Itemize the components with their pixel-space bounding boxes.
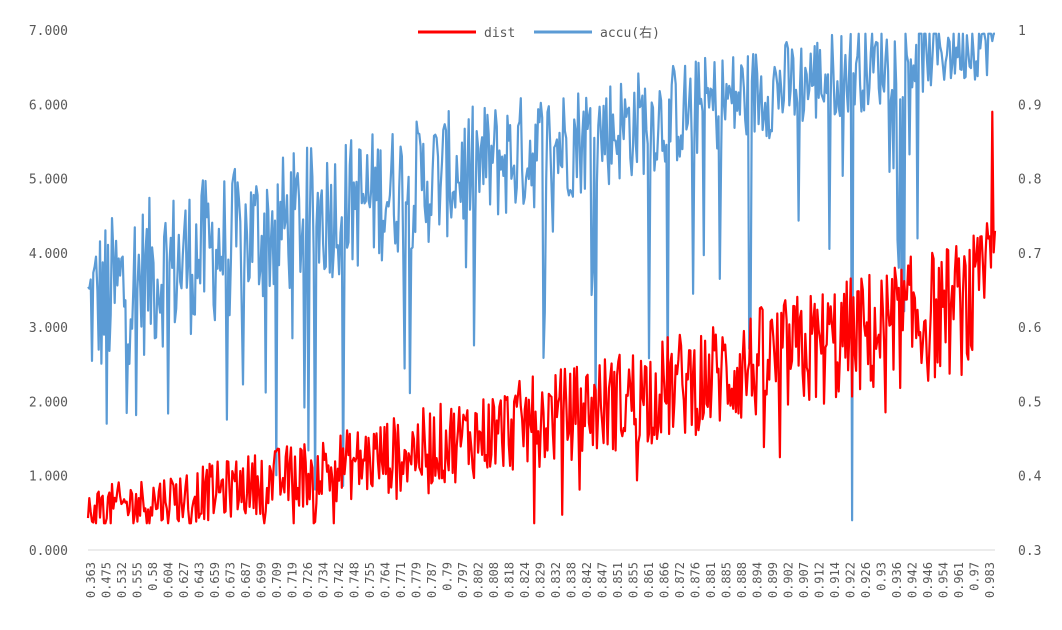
x-tick-label: 0.894 (751, 562, 765, 598)
x-tick-label: 0.764 (379, 562, 393, 598)
y-left-tick-label: 4.000 (29, 247, 68, 262)
x-axis: 0.363 0.475 0.532 0.555 0.58 0.604 0.627 0.643 0… (84, 549, 997, 598)
x-tick-label: 0.802 (472, 562, 486, 598)
y-right-tick-label: 0.7 (1018, 247, 1041, 262)
x-tick-label: 0.363 (84, 562, 98, 598)
x-tick-label: 0.673 (224, 562, 238, 598)
x-tick-label: 0.709 (270, 562, 284, 598)
x-tick-label: 0.604 (162, 562, 176, 598)
y-right-tick-label: 0.3 (1018, 544, 1041, 559)
series-layer (86, 32, 997, 525)
x-tick-label: 0.936 (890, 562, 904, 598)
x-tick-label: 0.627 (177, 562, 191, 598)
x-tick-label: 0.555 (131, 562, 145, 598)
x-tick-label: 0.475 (100, 562, 114, 598)
x-tick-label: 0.847 (596, 562, 610, 598)
x-tick-label: 0.779 (410, 562, 424, 598)
x-tick-label: 0.808 (487, 562, 501, 598)
y-left-tick-label: 1.000 (29, 470, 68, 485)
legend: dist accu(右) (418, 26, 660, 41)
x-tick-label: 0.926 (859, 562, 873, 598)
series-accu-line (87, 32, 995, 522)
x-tick-label: 0.914 (828, 562, 842, 598)
x-tick-label: 0.861 (642, 562, 656, 598)
x-tick-label: 0.726 (301, 562, 315, 598)
x-tick-label: 0.742 (332, 562, 346, 598)
x-tick-label: 0.818 (503, 562, 517, 598)
x-tick-label: 0.954 (937, 562, 951, 598)
x-tick-label: 0.719 (286, 562, 300, 598)
x-tick-label: 0.907 (797, 562, 811, 598)
y-right-tick-label: 1 (1018, 24, 1026, 39)
x-tick-label: 0.755 (363, 562, 377, 598)
x-tick-label: 0.699 (255, 562, 269, 598)
y-right-axis: 0.3 0.4 0.5 0.6 0.7 0.8 0.9 1 (1018, 24, 1042, 559)
x-tick-label: 0.97 (968, 562, 982, 591)
x-tick-label: 0.866 (658, 562, 672, 598)
y-left-tick-label: 5.000 (29, 173, 68, 188)
x-tick-label: 0.842 (580, 562, 594, 598)
y-right-tick-label: 0.4 (1018, 470, 1042, 485)
x-tick-label: 0.829 (534, 562, 548, 598)
x-tick-label: 0.961 (952, 562, 966, 598)
x-tick-label: 0.643 (193, 562, 207, 598)
x-tick-label: 0.881 (704, 562, 718, 598)
y-left-tick-label: 7.000 (29, 24, 68, 39)
x-tick-label: 0.832 (549, 562, 563, 598)
y-left-tick-label: 0.000 (29, 544, 68, 559)
y-left-tick-label: 3.000 (29, 321, 68, 336)
x-tick-label: 0.771 (394, 562, 408, 598)
x-tick-label: 0.659 (208, 562, 222, 598)
x-tick-label: 0.983 (983, 562, 997, 598)
y-right-tick-label: 0.5 (1018, 395, 1041, 410)
x-tick-label: 0.79 (441, 562, 455, 591)
y-right-tick-label: 0.6 (1018, 321, 1041, 336)
x-tick-label: 0.855 (627, 562, 641, 598)
x-tick-label: 0.93 (875, 562, 889, 591)
x-tick-label: 0.797 (456, 562, 470, 598)
x-tick-label: 0.942 (906, 562, 920, 598)
x-tick-label: 0.532 (115, 562, 129, 598)
y-right-tick-label: 0.8 (1018, 173, 1041, 188)
x-tick-label: 0.734 (317, 562, 331, 598)
x-tick-label: 0.787 (425, 562, 439, 598)
x-tick-label: 0.902 (782, 562, 796, 598)
legend-label-accu: accu(右) (600, 26, 660, 41)
x-tick-label: 0.824 (518, 562, 532, 598)
x-tick-label: 0.922 (844, 562, 858, 598)
x-tick-label: 0.885 (720, 562, 734, 598)
x-tick-label: 0.876 (689, 562, 703, 598)
legend-label-dist: dist (484, 26, 515, 41)
x-tick-label: 0.851 (611, 562, 625, 598)
x-tick-label: 0.899 (766, 562, 780, 598)
x-tick-label: 0.58 (146, 562, 160, 591)
x-tick-label: 0.888 (735, 562, 749, 598)
x-tick-label: 0.912 (813, 562, 827, 598)
y-right-tick-label: 0.9 (1018, 98, 1041, 113)
y-left-axis: 0.000 1.000 2.000 3.000 4.000 5.000 6.000 7.000 (29, 24, 68, 559)
x-tick-label: 0.838 (565, 562, 579, 598)
series-dist-line (86, 110, 997, 525)
x-tick-label: 0.872 (673, 562, 687, 598)
x-tick-label: 0.687 (239, 562, 253, 598)
y-left-tick-label: 2.000 (29, 395, 68, 410)
x-tick-label: 0.748 (348, 562, 362, 598)
x-tick-label: 0.946 (921, 562, 935, 598)
y-left-tick-label: 6.000 (29, 98, 68, 113)
